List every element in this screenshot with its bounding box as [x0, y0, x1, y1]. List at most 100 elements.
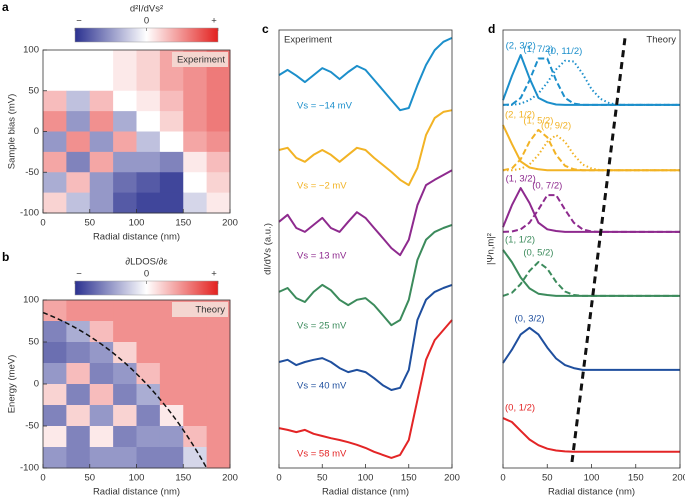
theory-boundary [42, 311, 208, 469]
heatmap-cell [66, 131, 91, 153]
x-tick-label: 50 [317, 473, 328, 484]
heatmap-cell [136, 447, 161, 469]
y-tick-label: 100 [23, 45, 39, 56]
heatmap-cell [113, 426, 137, 448]
theory-boundary [570, 37, 627, 463]
x-tick-label: 150 [175, 473, 191, 484]
x-axis-title: Radial distance (nm) [548, 487, 635, 498]
series-line [278, 109, 453, 187]
heatmap-cell [113, 363, 137, 385]
x-tick-label: 150 [175, 218, 191, 229]
y-axis-title: Energy (meV) [7, 355, 18, 414]
series-line [278, 283, 453, 391]
series-label: (2, 1/2) [505, 110, 535, 121]
series-line [503, 134, 680, 172]
heatmap-cell [113, 384, 137, 406]
heatmap-cell [206, 131, 231, 153]
heatmap-cell [43, 342, 67, 364]
heatmap-cell [183, 384, 208, 406]
y-tick-label: -50 [25, 167, 39, 178]
annotation-box [172, 52, 228, 67]
y-axis-title: Sample bias (mV) [7, 94, 18, 170]
heatmap-cell [183, 131, 208, 153]
heatmap-cell [183, 111, 208, 132]
heatmap-cell [159, 111, 184, 132]
x-tick-label: 150 [401, 473, 417, 484]
series-line [502, 57, 680, 106]
heatmap-cell [159, 70, 184, 92]
heatmap-cell [66, 192, 91, 214]
heatmap-cell [183, 321, 208, 343]
heatmap-cell [113, 342, 137, 364]
heatmap-cell [89, 426, 114, 448]
colorbar-tick-label: + [211, 16, 217, 27]
heatmap-cell [183, 342, 208, 364]
series-line [502, 261, 680, 297]
annotation: Experiment [284, 35, 332, 46]
heatmap-cell [66, 384, 91, 406]
heatmap-cell [113, 70, 137, 92]
heatmap-cell [66, 111, 91, 132]
x-tick-label: 50 [84, 473, 95, 484]
annotation-box [172, 302, 228, 317]
series-label: Vs = 13 mV [297, 250, 347, 261]
heatmap-cell [113, 131, 137, 153]
x-tick-label: 0 [500, 473, 505, 484]
y-tick-label: 50 [28, 337, 39, 348]
heatmap-cell [66, 151, 91, 173]
heatmap-cell [66, 172, 91, 194]
colorbar-tick-label: 0 [144, 16, 149, 27]
x-tick-label: 0 [276, 473, 281, 484]
series-line [278, 36, 453, 112]
heatmap-cell [113, 151, 137, 173]
heatmap-cell [113, 172, 137, 194]
heatmap-cell [183, 426, 208, 448]
heatmap-cell [136, 342, 161, 364]
series-line [502, 194, 680, 233]
heatmap-cell [66, 300, 91, 322]
heatmap-cell [43, 447, 67, 469]
x-tick-label: 100 [358, 473, 374, 484]
y-tick-label: 0 [34, 126, 39, 137]
x-tick-label: 100 [584, 473, 600, 484]
series-label: (0, 5/2) [523, 248, 553, 259]
y-axis-title: |Ψn,m|² [486, 233, 497, 265]
heatmap-cell [66, 447, 91, 469]
series-label: Vs = −14 mV [297, 101, 353, 112]
heatmap-cell [66, 50, 91, 71]
heatmap-cell [113, 321, 137, 343]
heatmap-cell [89, 384, 114, 406]
heatmap-cell [43, 321, 67, 343]
heatmap-cell [66, 321, 91, 343]
heatmap-cell [159, 151, 184, 173]
heatmap-cell [206, 426, 231, 448]
heatmap-cell [43, 70, 67, 92]
heatmap-cell [113, 192, 137, 214]
heatmap-cell [66, 426, 91, 448]
heatmap-cell [43, 50, 67, 71]
heatmap-cell [136, 50, 161, 71]
heatmap-cell [89, 70, 114, 92]
x-tick-label: 200 [444, 473, 460, 484]
panel-letter: b [2, 250, 9, 264]
heatmap-cell [183, 151, 208, 173]
x-tick-label: 100 [129, 473, 145, 484]
x-tick-label: 200 [222, 218, 238, 229]
heatmap-cell [66, 70, 91, 92]
heatmap-cell [43, 405, 67, 427]
series-label: Vs = 40 mV [297, 381, 347, 392]
heatmap-cell [159, 131, 184, 153]
series-line [502, 187, 680, 233]
panel-letter: c [262, 22, 269, 36]
annotation: Theory [195, 305, 225, 316]
heatmap-cell [89, 447, 114, 469]
x-tick-label: 50 [542, 473, 553, 484]
heatmap-cell [66, 405, 91, 427]
heatmap-cell [136, 111, 161, 132]
heatmap-cell [136, 172, 161, 194]
heatmap-cell [136, 151, 161, 173]
heatmap-cell [159, 426, 184, 448]
heatmap-cell [89, 151, 114, 173]
heatmap-cell [206, 70, 231, 92]
